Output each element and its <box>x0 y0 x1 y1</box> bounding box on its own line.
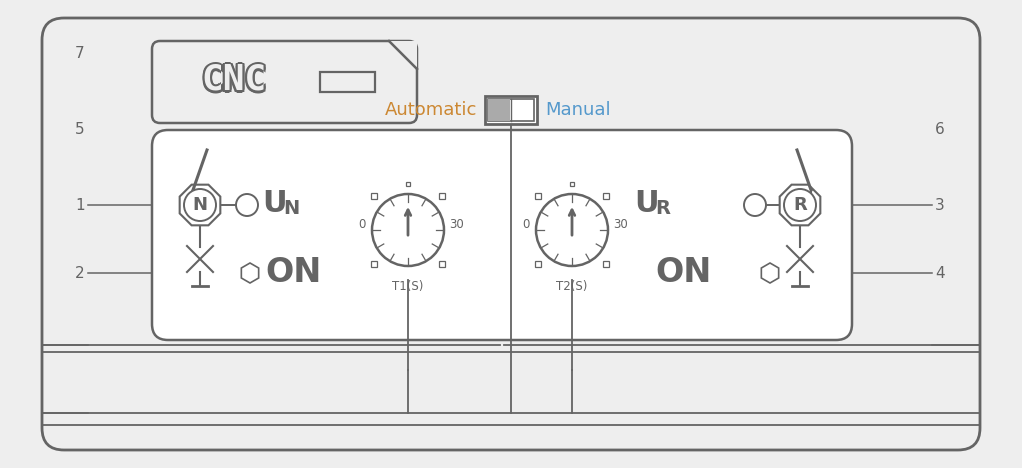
Text: 30: 30 <box>613 218 628 231</box>
Text: CNC: CNC <box>199 63 264 97</box>
Bar <box>485 96 537 124</box>
Text: Manual: Manual <box>545 101 610 119</box>
Text: 5: 5 <box>76 123 85 138</box>
Text: U: U <box>262 189 286 218</box>
Circle shape <box>536 194 608 266</box>
Text: ON: ON <box>655 256 711 290</box>
Text: T2(S): T2(S) <box>556 280 588 293</box>
Bar <box>487 99 535 121</box>
Bar <box>320 72 375 92</box>
FancyBboxPatch shape <box>42 18 980 450</box>
Text: CNC: CNC <box>203 61 269 95</box>
Text: ON: ON <box>265 256 321 290</box>
Text: N: N <box>283 199 299 219</box>
Text: 4: 4 <box>935 265 944 280</box>
Text: CNC: CNC <box>201 66 267 100</box>
Circle shape <box>744 194 766 216</box>
Circle shape <box>784 189 816 221</box>
Text: CNC: CNC <box>203 63 269 97</box>
Text: 0: 0 <box>522 218 530 231</box>
Text: 0: 0 <box>359 218 366 231</box>
Text: T1(S): T1(S) <box>392 280 424 293</box>
Text: CNC: CNC <box>201 60 267 95</box>
Text: Automatic: Automatic <box>384 101 477 119</box>
Circle shape <box>236 194 258 216</box>
Polygon shape <box>389 41 417 69</box>
Text: R: R <box>793 196 807 214</box>
Text: 30: 30 <box>449 218 464 231</box>
FancyBboxPatch shape <box>152 41 417 123</box>
Text: U: U <box>634 189 658 218</box>
Text: 3: 3 <box>935 197 945 212</box>
Text: 1: 1 <box>76 197 85 212</box>
FancyBboxPatch shape <box>152 130 852 340</box>
Text: CNC: CNC <box>201 63 267 97</box>
Circle shape <box>372 194 444 266</box>
Text: 7: 7 <box>76 45 85 60</box>
Text: CNC: CNC <box>203 65 269 99</box>
Text: 6: 6 <box>935 123 945 138</box>
Text: N: N <box>192 196 207 214</box>
Circle shape <box>184 189 216 221</box>
Bar <box>487 99 510 121</box>
Text: CNC: CNC <box>199 65 265 99</box>
Text: R: R <box>655 199 670 219</box>
Text: 2: 2 <box>76 265 85 280</box>
Text: CNC: CNC <box>199 61 265 95</box>
